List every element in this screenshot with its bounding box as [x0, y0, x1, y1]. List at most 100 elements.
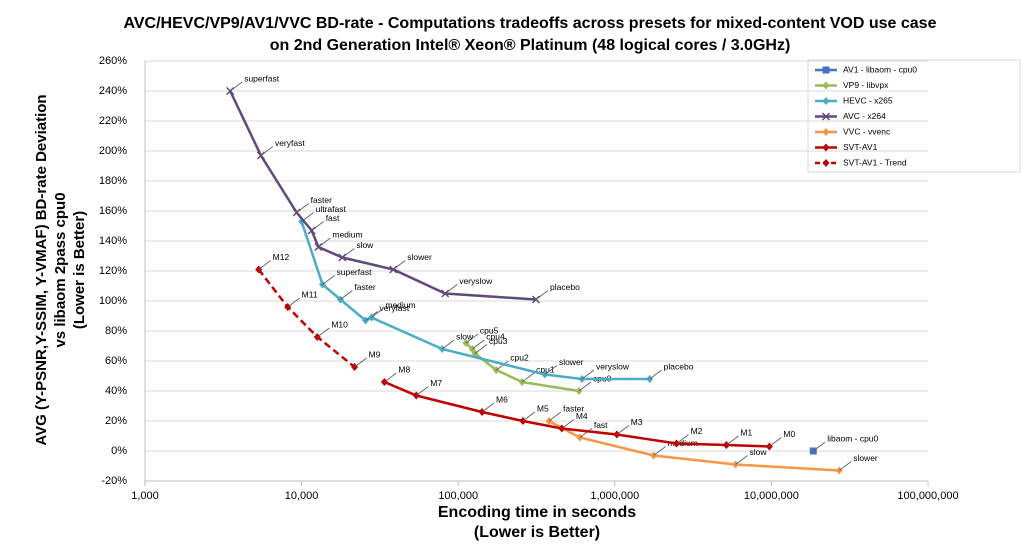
y-axis-title: AVG (Y-PSNR,Y-SSIM, Y-VMAF) BD-rate Devi… — [33, 94, 88, 445]
x-tick-label: 10,000 — [285, 490, 319, 502]
x-axis-title: (Lower is Better) — [474, 524, 600, 541]
label-leader — [465, 333, 479, 344]
y-tick-label: 100% — [99, 295, 127, 307]
marker — [314, 242, 323, 252]
point-label: veryfast — [275, 138, 305, 148]
label-leader — [579, 428, 593, 438]
point-label: superfast — [337, 267, 373, 277]
label-leader — [496, 360, 509, 371]
label-leader — [481, 402, 495, 413]
y-tick-label: 120% — [99, 265, 127, 277]
label-leader — [548, 411, 562, 422]
marker — [531, 295, 541, 304]
legend-label: VP9 - libvpx — [843, 80, 889, 90]
label-leader — [342, 248, 355, 258]
label-leader — [229, 81, 243, 92]
y-tick-label: 140% — [99, 235, 127, 247]
point-label: placebo — [550, 282, 580, 292]
label-leader — [653, 446, 666, 456]
legend-label: AV1 - libaom - cpu0 — [843, 64, 917, 74]
x-tick-label: 10,000,000 — [744, 490, 799, 502]
label-leader — [371, 308, 384, 318]
marker — [226, 86, 235, 96]
label-leader — [676, 434, 689, 444]
label-leader — [581, 369, 595, 380]
label-leader — [769, 437, 782, 447]
chart-title: AVC/HEVC/VP9/AV1/VVC BD-rate - Computati… — [124, 15, 937, 32]
y-tick-label: 200% — [99, 145, 127, 157]
point-label: M8 — [398, 364, 410, 374]
y-tick-label: 160% — [99, 205, 127, 217]
marker — [821, 112, 831, 121]
point-label: faster — [311, 195, 332, 205]
point-label: slower — [853, 453, 878, 463]
marker — [822, 97, 830, 105]
label-leader — [416, 386, 429, 396]
y-tick-label: 20% — [105, 415, 127, 427]
point-label: M0 — [783, 429, 795, 439]
point-label: veryfast — [380, 303, 410, 313]
marker — [338, 253, 347, 262]
label-leader — [726, 435, 739, 446]
point-label: M9 — [369, 349, 381, 359]
label-leader — [474, 344, 488, 354]
y-tick-label: 0% — [111, 445, 127, 457]
point-label: M4 — [576, 411, 588, 421]
marker — [822, 128, 830, 136]
point-label: M12 — [273, 252, 290, 262]
point-label: fast — [326, 213, 340, 223]
label-leader — [384, 372, 397, 383]
x-tick-label: 1,000 — [131, 490, 159, 502]
point-label: medium — [332, 229, 362, 239]
marker — [822, 66, 830, 74]
label-leader — [521, 372, 535, 383]
x-tick-label: 100,000,000 — [897, 490, 958, 502]
y-axis-title-line: vs libaom 2pass cpu0 — [52, 192, 69, 347]
label-leader — [258, 260, 271, 270]
point-label: superfast — [244, 73, 280, 83]
label-leader — [616, 425, 630, 435]
point-label: faster — [354, 282, 375, 292]
label-leader — [522, 411, 536, 422]
label-leader — [578, 381, 592, 392]
point-label: M5 — [537, 403, 549, 413]
marker — [292, 208, 301, 217]
point-label: M1 — [740, 427, 752, 437]
point-label: faster — [563, 403, 584, 413]
x-tick-label: 1,000,000 — [590, 490, 639, 502]
point-label: M7 — [430, 378, 442, 388]
point-label: slow — [456, 331, 474, 341]
point-label: M2 — [691, 426, 703, 436]
point-label: cpu4 — [486, 331, 505, 341]
marker — [389, 265, 398, 274]
legend-label: AVC - x264 — [843, 111, 886, 121]
point-label: cpu2 — [510, 352, 529, 362]
label-leader — [444, 284, 458, 294]
marker — [307, 226, 316, 235]
label-leader — [317, 327, 330, 338]
point-label: M6 — [496, 394, 508, 404]
y-tick-label: 240% — [99, 85, 127, 97]
marker — [822, 143, 830, 152]
label-leader — [354, 357, 367, 368]
marker — [822, 81, 830, 90]
label-leader — [260, 146, 274, 156]
point-label: medium — [385, 300, 415, 310]
legend-box — [807, 59, 1021, 173]
point-label: slow — [750, 447, 768, 457]
label-leader — [561, 419, 575, 429]
y-axis-title-line: AVG (Y-PSNR,Y-SSIM, Y-VMAF) BD-rate Devi… — [33, 94, 50, 445]
point-label: placebo — [664, 361, 694, 371]
point-label: M10 — [331, 319, 348, 329]
point-label: ultrafast — [316, 204, 347, 214]
label-leader — [735, 455, 748, 465]
legend-label: HEVC - x265 — [843, 95, 893, 105]
legend-label: SVT-AV1 - Trend — [843, 157, 907, 167]
y-axis-title-line: (Lower is Better) — [71, 211, 88, 329]
y-tick-label: -20% — [101, 475, 127, 487]
marker — [441, 289, 450, 298]
label-leader — [296, 203, 309, 213]
y-tick-label: 40% — [105, 385, 127, 397]
y-tick-label: 220% — [99, 115, 127, 127]
